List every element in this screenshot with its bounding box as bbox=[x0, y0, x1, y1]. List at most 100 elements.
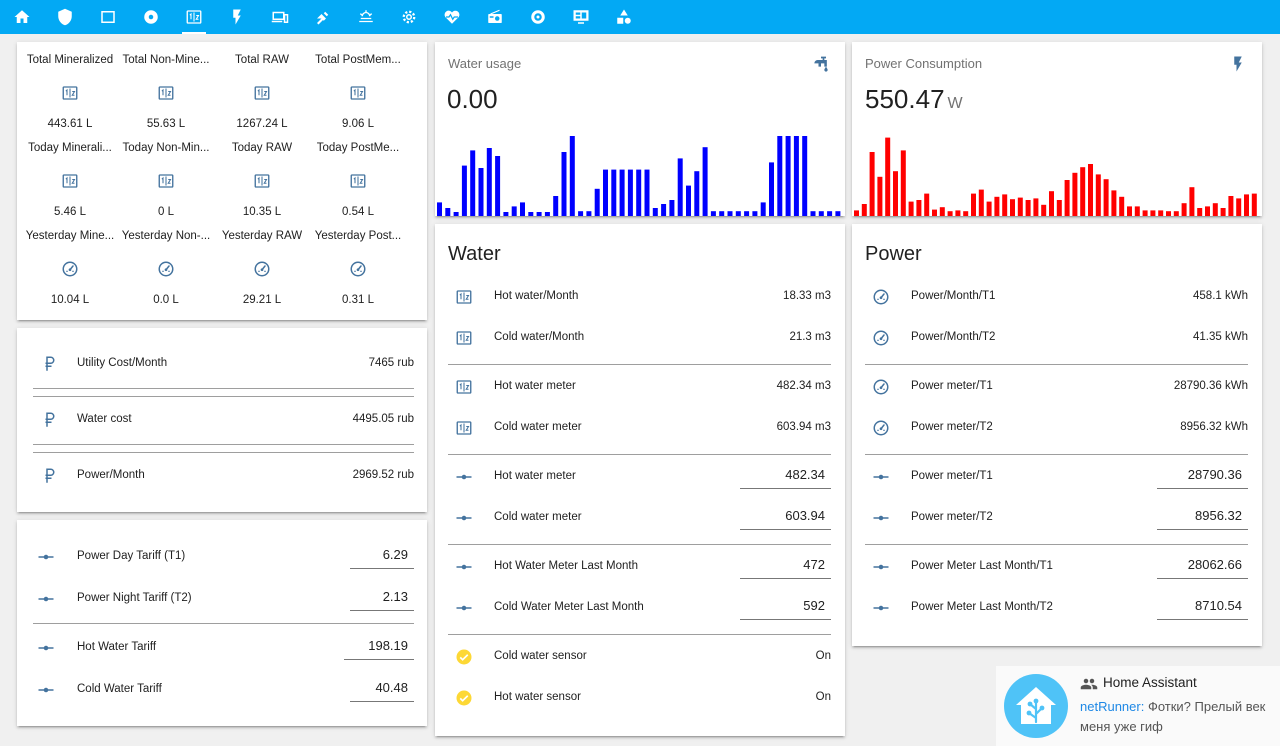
water-entity-input[interactable]: 472 bbox=[740, 555, 831, 579]
water-entity-row[interactable]: Hot water/Month 18.33 m3 bbox=[455, 277, 831, 317]
water-entity-input[interactable]: 482.34 bbox=[740, 465, 831, 489]
power_consumption-bar bbox=[1142, 210, 1148, 216]
power_consumption-bar bbox=[1010, 199, 1015, 216]
glance-entity-value: 0.54 L bbox=[342, 206, 374, 218]
glance-entity[interactable]: Yesterday Mine... 10.04 L bbox=[22, 230, 118, 314]
water-entity-row[interactable]: Cold water sensor On bbox=[455, 637, 831, 677]
glance-entity[interactable]: Total RAW 1267.24 L bbox=[214, 54, 310, 138]
water-entity-value: 482.34 m3 bbox=[776, 380, 831, 392]
gauge-icon bbox=[157, 260, 175, 278]
glance-entity[interactable]: Yesterday Non-... 0.0 L bbox=[118, 230, 214, 314]
power-entity-input[interactable]: 8710.54 bbox=[1157, 596, 1248, 620]
power-entity-value: 8956.32 kWh bbox=[1180, 421, 1248, 433]
cost-row[interactable]: Water cost 4495.05 rub bbox=[41, 400, 414, 440]
check-circle-icon bbox=[455, 689, 473, 707]
tab-radio[interactable] bbox=[475, 0, 515, 34]
glance-entity[interactable]: Total PostMem... 9.06 L bbox=[310, 54, 406, 138]
water_usage-bar bbox=[702, 147, 708, 216]
water-entity-input[interactable]: 592 bbox=[740, 596, 831, 620]
power_consumption-bar bbox=[1251, 193, 1257, 216]
tab-shield[interactable] bbox=[45, 0, 85, 34]
ray-vertex-icon bbox=[455, 599, 473, 617]
power_consumption-bar bbox=[1220, 208, 1226, 216]
flash-icon bbox=[1234, 56, 1242, 72]
cost-row[interactable]: Power/Month 2969.52 rub bbox=[41, 456, 414, 496]
glance-entity-name: Today PostMe... bbox=[316, 142, 400, 154]
tab-devices[interactable] bbox=[260, 0, 300, 34]
glance-card: Total Mineralized 443.61 L Total Non-Mine.… bbox=[17, 42, 427, 320]
power-entity-input[interactable]: 8956.32 bbox=[1157, 506, 1248, 530]
glance-entity[interactable]: Today RAW 10.35 L bbox=[214, 142, 310, 226]
power-entity-row[interactable]: Power meter/T2 8956.32 kWh bbox=[872, 408, 1248, 448]
ray-vertex-icon bbox=[872, 509, 890, 527]
water-entity-row[interactable]: Cold water meter 603.94 m3 bbox=[455, 408, 831, 448]
power-entity-label: Power meter/T2 bbox=[911, 421, 993, 433]
water-entity-row[interactable]: Cold water/Month 21.3 m3 bbox=[455, 318, 831, 358]
water-entity-row[interactable]: Hot water sensor On bbox=[455, 678, 831, 718]
power-entity-input[interactable]: 28790.36 bbox=[1157, 465, 1248, 489]
power-entity-row: Power Meter Last Month/T1 28062.66 bbox=[872, 547, 1248, 587]
glance-entity[interactable]: Today Non-Min... 0 L bbox=[118, 142, 214, 226]
tab-satellite[interactable] bbox=[303, 0, 343, 34]
notification-toast[interactable]: Home Assistant netRunner: Фотки? Прелый … bbox=[996, 666, 1280, 746]
water_usage-bar bbox=[536, 212, 542, 216]
tab-monitor-dashboard[interactable] bbox=[561, 0, 601, 34]
ray-vertex-icon bbox=[37, 590, 55, 608]
water_usage-bar bbox=[619, 169, 625, 216]
tab-settings[interactable] bbox=[389, 0, 429, 34]
tab-counter[interactable] bbox=[174, 0, 214, 34]
tariff-input[interactable]: 2.13 bbox=[350, 587, 414, 611]
power-card-title: Power bbox=[865, 243, 922, 265]
water-entity-row: Cold water meter 603.94 bbox=[455, 498, 831, 538]
tab-speedometer-tab[interactable] bbox=[518, 0, 558, 34]
water-usage-value: 0.00 bbox=[447, 84, 501, 115]
divider bbox=[448, 634, 831, 635]
water-usage-name: Water usage bbox=[448, 56, 522, 71]
tariff-input[interactable]: 6.29 bbox=[350, 545, 414, 569]
water-entity-row: Hot water meter 482.34 bbox=[455, 457, 831, 497]
glance-entity[interactable]: Total Mineralized 443.61 L bbox=[22, 54, 118, 138]
water_usage-bar bbox=[694, 171, 700, 216]
divider bbox=[33, 444, 414, 445]
water-usage-card[interactable]: Water usage 0.00 bbox=[435, 42, 845, 216]
power_consumption-bar bbox=[1166, 211, 1171, 216]
glance-entity[interactable]: Today PostMe... 0.54 L bbox=[310, 142, 406, 226]
water-entity-input[interactable]: 603.94 bbox=[740, 506, 831, 530]
power-entity-row[interactable]: Power/Month/T1 458.1 kWh bbox=[872, 277, 1248, 317]
power-entity-row[interactable]: Power/Month/T2 41.35 kWh bbox=[872, 318, 1248, 358]
tab-home[interactable] bbox=[2, 0, 42, 34]
tariff-input[interactable]: 198.19 bbox=[344, 636, 414, 660]
tab-heart-pulse[interactable] bbox=[432, 0, 472, 34]
tab-disc[interactable] bbox=[131, 0, 171, 34]
glance-entity[interactable]: Today Minerali... 5.46 L bbox=[22, 142, 118, 226]
glance-entity[interactable]: Total Non-Mine... 55.63 L bbox=[118, 54, 214, 138]
counter-icon bbox=[455, 378, 473, 396]
power-entity-label: Power meter/T1 bbox=[911, 470, 993, 482]
water_usage-bar bbox=[528, 212, 534, 216]
glance-entity[interactable]: Yesterday RAW 29.21 L bbox=[214, 230, 310, 314]
tab-shapes[interactable] bbox=[604, 0, 644, 34]
cost-value: 2969.52 rub bbox=[352, 469, 414, 481]
tab-square[interactable] bbox=[88, 0, 128, 34]
power-consumption-card[interactable]: Power Consumption 550.47 W bbox=[852, 42, 1262, 216]
water_usage-bar bbox=[453, 212, 459, 216]
tab-flash[interactable] bbox=[217, 0, 257, 34]
tariff-input[interactable]: 40.48 bbox=[350, 678, 414, 702]
tab-weather-sunset[interactable] bbox=[346, 0, 386, 34]
water-entity-label: Cold water meter bbox=[494, 511, 582, 523]
power-entity-row[interactable]: Power meter/T1 28790.36 kWh bbox=[872, 367, 1248, 407]
power_consumption-bar bbox=[916, 200, 922, 216]
power_consumption-bar bbox=[1080, 167, 1086, 216]
weather-sunset-icon bbox=[357, 8, 375, 26]
glance-entity[interactable]: Yesterday Post... 0.31 L bbox=[310, 230, 406, 314]
power_consumption-bar bbox=[1033, 198, 1039, 216]
water-entity-row[interactable]: Hot water meter 482.34 m3 bbox=[455, 367, 831, 407]
power_consumption-bar bbox=[947, 211, 953, 216]
home-assistant-logo-icon bbox=[1016, 687, 1056, 724]
tariff-row: Power Night Tariff (T2) 2.13 bbox=[37, 579, 414, 619]
cost-row[interactable]: Utility Cost/Month 7465 rub bbox=[41, 344, 414, 384]
counter-icon bbox=[157, 172, 175, 190]
glance-entity-name: Yesterday RAW bbox=[221, 230, 303, 242]
power-entity-input[interactable]: 28062.66 bbox=[1157, 555, 1248, 579]
divider bbox=[33, 396, 414, 397]
